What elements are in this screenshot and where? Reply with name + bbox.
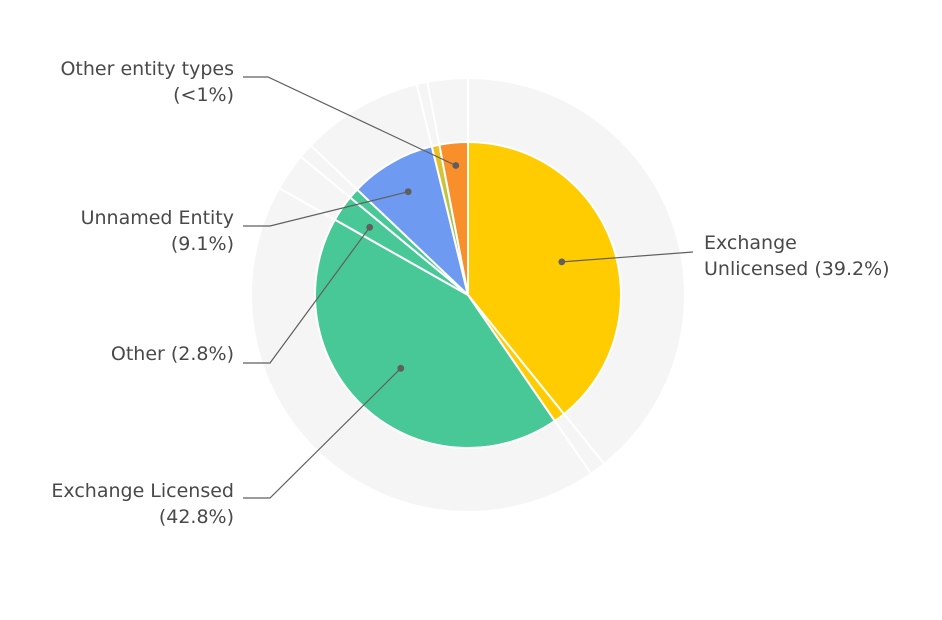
leader-lines: [243, 76, 694, 499]
leader-line-unnamed-entity: [243, 191, 409, 227]
label-other: Other (2.8%): [110, 343, 234, 365]
label-exchange-licensed: Exchange Licensed (42.8%): [51, 480, 234, 528]
slice-exchange-licensed[interactable]: [314, 218, 556, 449]
leader-line-other: [243, 226, 371, 364]
leader-dot-other: [366, 223, 374, 231]
label-unnamed-entity: Unnamed Entity (9.1%): [80, 207, 234, 255]
leader-line-other-entity-types: [243, 76, 457, 167]
pie-slices: [314, 141, 622, 449]
leader-dot-exchange-licensed: [397, 364, 405, 372]
leader-line-exchange-unlicensed: [561, 251, 694, 263]
leader-dot-unnamed-entity: [404, 188, 412, 196]
slice-exchange-unlicensed[interactable]: [467, 141, 622, 416]
leader-dot-other-entity-types: [452, 162, 460, 169]
slice-other-entity-types[interactable]: [438, 141, 469, 296]
label-exchange-unlicensed: Exchange Unlicensed (39.2%): [704, 232, 890, 280]
leader-line-exchange-licensed: [243, 367, 402, 499]
leader-dot-exchange-unlicensed: [558, 258, 566, 266]
label-other-entity-types: Other entity types (<1%): [60, 58, 234, 106]
